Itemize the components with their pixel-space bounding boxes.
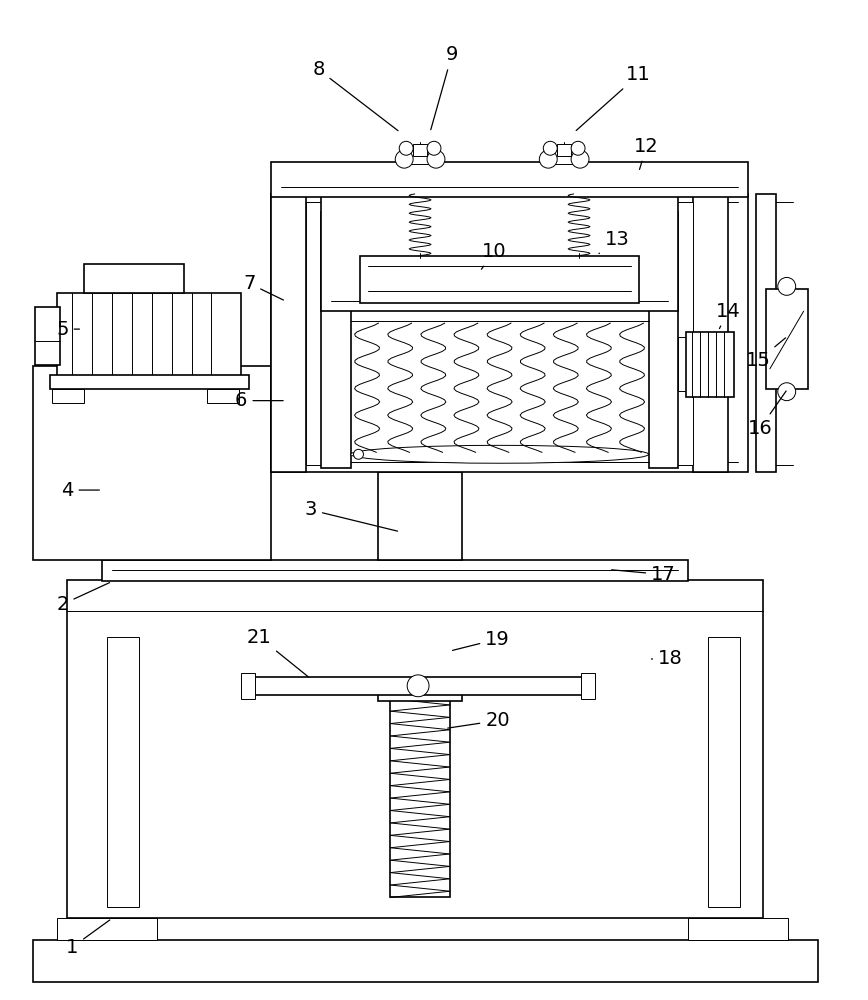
Text: 19: 19 xyxy=(452,630,510,650)
Bar xyxy=(107,637,139,907)
Bar xyxy=(249,677,587,695)
Bar xyxy=(321,212,351,468)
Text: 1: 1 xyxy=(66,920,110,957)
Bar xyxy=(241,673,255,699)
Circle shape xyxy=(571,141,585,155)
Circle shape xyxy=(543,141,557,155)
Text: 17: 17 xyxy=(612,565,676,584)
Bar xyxy=(581,673,595,699)
Bar xyxy=(57,293,241,381)
Bar xyxy=(411,150,430,164)
Text: 6: 6 xyxy=(235,391,283,410)
Circle shape xyxy=(571,150,589,168)
Text: 12: 12 xyxy=(635,137,659,169)
Circle shape xyxy=(427,141,441,155)
Text: 8: 8 xyxy=(312,60,398,131)
Circle shape xyxy=(395,150,413,168)
Circle shape xyxy=(778,383,796,401)
Bar xyxy=(271,162,748,197)
Text: 18: 18 xyxy=(651,649,683,668)
Circle shape xyxy=(399,141,413,155)
Circle shape xyxy=(539,150,557,168)
Bar xyxy=(321,194,679,311)
Text: 14: 14 xyxy=(716,302,740,329)
Text: 13: 13 xyxy=(599,230,629,254)
Bar xyxy=(648,212,679,468)
Bar xyxy=(33,940,818,982)
Text: 9: 9 xyxy=(431,45,458,130)
Circle shape xyxy=(427,150,445,168)
Circle shape xyxy=(407,675,429,697)
Circle shape xyxy=(353,449,364,459)
Text: 4: 4 xyxy=(61,481,99,500)
Bar xyxy=(694,194,728,472)
Bar xyxy=(102,560,688,581)
Text: 16: 16 xyxy=(747,391,786,438)
Bar xyxy=(35,307,61,365)
Text: 21: 21 xyxy=(247,628,309,677)
Bar xyxy=(555,150,574,164)
Bar xyxy=(33,366,271,560)
Bar xyxy=(679,337,716,391)
Bar xyxy=(57,918,157,940)
Text: 2: 2 xyxy=(56,583,109,614)
Text: 10: 10 xyxy=(482,242,507,269)
Bar xyxy=(557,144,571,156)
Text: 20: 20 xyxy=(448,711,510,730)
Ellipse shape xyxy=(351,445,648,463)
Text: 15: 15 xyxy=(746,338,786,370)
Bar xyxy=(271,194,748,472)
Circle shape xyxy=(778,277,796,295)
Bar xyxy=(708,637,740,907)
Bar xyxy=(766,289,807,389)
Text: 7: 7 xyxy=(243,274,284,300)
Bar xyxy=(50,375,249,389)
Bar xyxy=(360,256,639,303)
Bar xyxy=(391,699,450,897)
Bar xyxy=(687,332,734,397)
Text: 3: 3 xyxy=(305,500,398,531)
Text: 11: 11 xyxy=(576,65,651,131)
Bar xyxy=(52,389,84,403)
Bar xyxy=(68,580,763,918)
Bar xyxy=(378,687,462,701)
Bar xyxy=(378,472,462,560)
Bar xyxy=(271,194,306,472)
Bar xyxy=(756,194,776,472)
Bar xyxy=(306,202,322,465)
Bar xyxy=(677,202,694,465)
Text: 5: 5 xyxy=(56,320,80,339)
Bar xyxy=(688,918,788,940)
Bar xyxy=(413,144,427,156)
Bar xyxy=(207,389,240,403)
Bar xyxy=(84,264,184,293)
